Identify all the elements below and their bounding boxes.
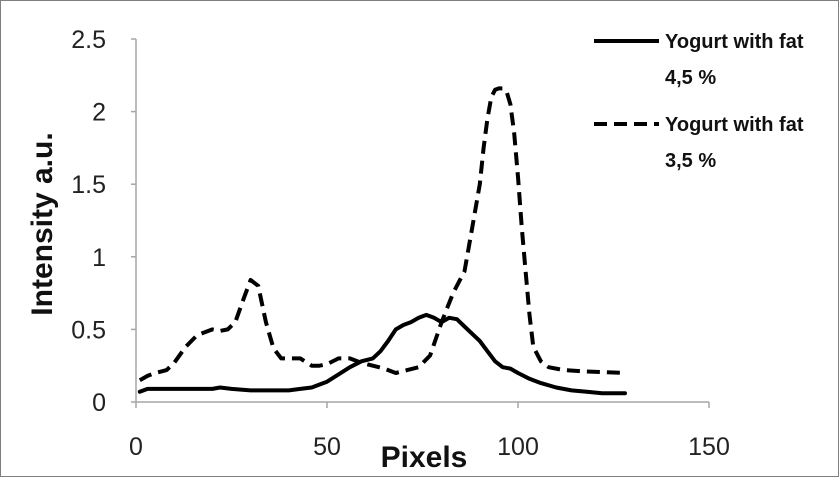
y-tick-label: 0 — [92, 389, 106, 417]
legend-label: Yogurt with fat — [665, 114, 804, 136]
series-line-fat-4-5 — [137, 312, 627, 396]
x-axis-title: Pixels — [381, 441, 468, 474]
legend-label: 3,5 % — [665, 150, 716, 172]
x-tick-label: 50 — [313, 433, 341, 461]
y-tick-label: 0.5 — [71, 316, 106, 344]
axes: 0 0.5 1 1.5 2 2.5 0 50 100 150 — [71, 26, 730, 461]
y-tick-label: 2 — [92, 99, 106, 127]
legend: Yogurt with fat 4,5 % Yogurt with fat 3,5 % — [594, 31, 804, 172]
y-tick-label: 1 — [92, 244, 106, 272]
y-tick-label: 2.5 — [71, 26, 106, 54]
series-line-fat-3-5 — [138, 86, 626, 382]
x-tick-label: 0 — [129, 433, 143, 461]
legend-label: 4,5 % — [665, 67, 716, 89]
legend-label: Yogurt with fat — [665, 31, 804, 53]
y-tick-label: 1.5 — [71, 171, 106, 199]
x-tick-label: 100 — [497, 433, 539, 461]
x-tick-label: 150 — [688, 433, 730, 461]
y-axis-title: Intensity a.u. — [26, 132, 59, 315]
series-layer — [137, 86, 627, 396]
